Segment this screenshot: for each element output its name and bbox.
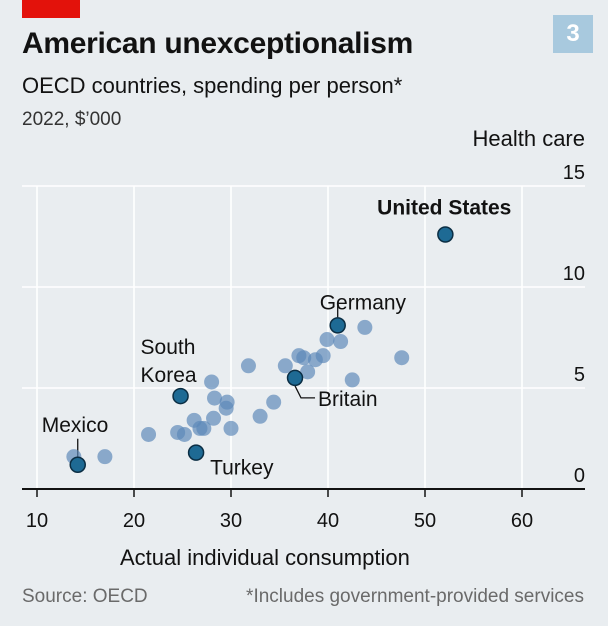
scatter-point [315,348,331,364]
highlight-point-mexico [69,456,86,474]
y-tick-label: 0 [574,465,585,487]
scatter-point [319,332,335,348]
highlighted-labels: United States Germany South Korea Britain Mex… [42,196,512,479]
scatter-point [344,372,360,388]
highlight-point-germany [329,317,346,334]
point-label-turkey: Turkey [210,457,274,480]
scatter-point [277,358,293,374]
scatter-point [333,334,349,350]
highlight-point-turkey [187,444,205,461]
x-tick-label: 30 [220,510,242,532]
scatter-point [97,449,113,465]
chart-units: 2022, $’000 [22,109,122,130]
leader-line [294,385,316,399]
x-tick-label: 50 [414,510,436,532]
footnote: *Includes government-provided services [246,586,584,607]
scatter-point [296,350,312,366]
scatter-point [252,408,268,424]
point-label-mexico: Mexico [42,414,109,437]
chart-number-badge: 3 [553,15,593,53]
scatter-point [240,358,256,374]
x-tick-label: 10 [26,510,48,532]
point-label-germany: Germany [320,291,407,314]
x-axis-title: Actual individual consumption [120,545,410,570]
y-tick-labels: 0 5 10 15 [563,162,585,487]
scatter-point [196,420,212,436]
scatter-point [223,420,239,436]
scatter-point [207,390,223,406]
point-label-south-korea: South Korea [141,336,197,387]
y-axis-title: Health care [472,126,585,151]
scatter-point [266,394,282,410]
chart-title: American unexceptionalism [22,27,413,60]
scatter-point [204,374,220,390]
y-tick-label: 5 [574,364,585,386]
point-label-britain: Britain [318,388,378,411]
scatter-point [176,426,192,442]
scatter-point [141,426,157,442]
x-tick-label: 60 [511,510,533,532]
scatter-points [66,319,410,465]
x-tick-label: 20 [123,510,145,532]
scatter-point [206,410,222,426]
chart-subtitle: OECD countries, spending per person* [22,73,403,98]
highlighted-points [69,226,454,474]
highlight-point-united-states [437,226,454,243]
scatter-point [357,319,373,335]
x-tick-labels: 10 20 30 40 50 60 [26,489,533,532]
scatter-point [394,350,410,366]
highlight-point-britain [286,369,304,387]
source-note: Source: OECD [22,586,148,607]
y-tick-label: 10 [563,263,585,285]
y-tick-label: 15 [563,162,585,184]
x-tick-label: 40 [317,510,339,532]
highlight-point-south-korea [172,387,189,405]
brand-red-tag [22,0,80,18]
point-label-united-states: United States [377,196,511,219]
scatter-point [300,364,316,380]
scatter-point [218,400,234,416]
grid-lines [22,185,585,490]
